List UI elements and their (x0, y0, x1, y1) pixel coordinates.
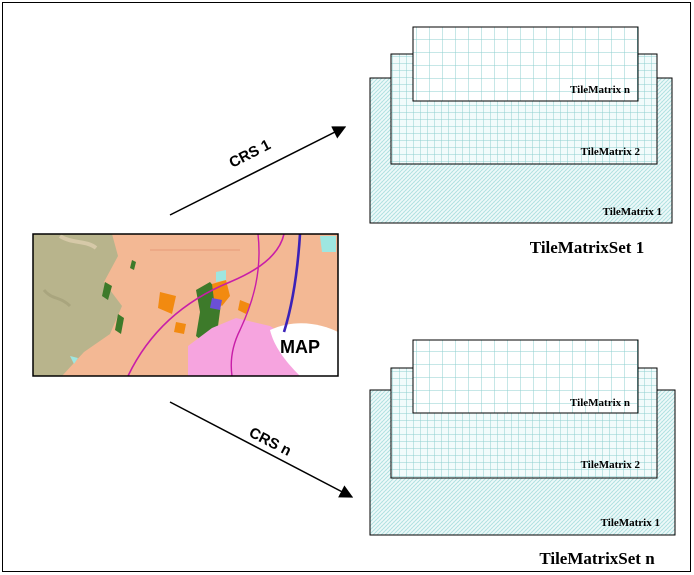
tile-matrix-n-label: TileMatrix n (570, 397, 630, 409)
map-border (32, 233, 339, 377)
tile-matrix-set-1-title: TileMatrixSet 1 (530, 238, 644, 257)
tile-matrix-set-n: TileMatrix n TileMatrix 2 TileMatrix 1 (369, 339, 676, 536)
crs-n-arrow (169, 401, 354, 498)
tile-matrix-2-label: TileMatrix 2 (581, 146, 641, 158)
tile-matrix-2-label: TileMatrix 2 (581, 459, 641, 471)
map-image (33, 234, 338, 376)
tile-matrix-1-label: TileMatrix 1 (601, 517, 660, 529)
tile-matrix-n-label: TileMatrix n (570, 84, 630, 96)
tile-matrix-n-layer (412, 26, 639, 102)
tile-matrix-set-n-title: TileMatrixSet n (539, 549, 655, 568)
tile-matrix-n-layer (412, 339, 639, 414)
map-label: MAP (280, 337, 320, 357)
tile-matrix-1-label: TileMatrix 1 (603, 206, 662, 218)
crs-1-arrow (169, 126, 347, 216)
tile-matrix-set-1: TileMatrix n TileMatrix 2 TileMatrix 1 (369, 26, 673, 224)
